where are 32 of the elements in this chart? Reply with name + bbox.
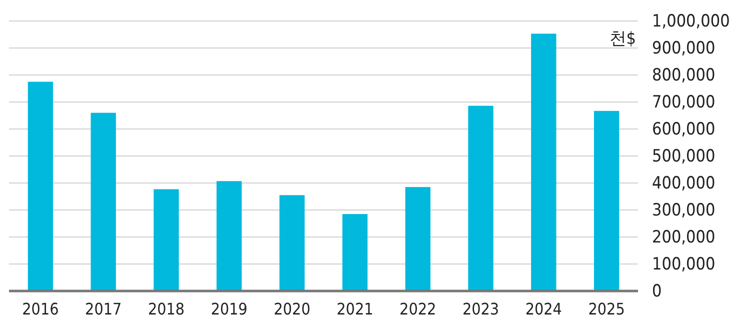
y-tick-label: 800,000 <box>652 65 716 86</box>
y-tick-label: 500,000 <box>652 146 716 166</box>
x-tick-label: 2019 <box>210 299 248 318</box>
x-tick-label: 2025 <box>588 299 625 318</box>
bar <box>279 195 305 291</box>
y-tick-label: 200,000 <box>652 227 716 248</box>
bar <box>154 189 179 291</box>
bar <box>594 110 620 291</box>
y-tick-label: 400,000 <box>652 173 716 194</box>
bar <box>468 106 494 291</box>
y-tick-label: 1,000,000 <box>652 11 730 32</box>
y-tick-label: 100,000 <box>652 254 716 274</box>
x-tick-label: 2024 <box>525 299 562 318</box>
x-tick-label: 2022 <box>400 299 436 318</box>
x-tick-label: 2023 <box>462 299 500 318</box>
y-tick-label: 0 <box>652 281 662 302</box>
x-tick-label: 2018 <box>148 299 185 318</box>
x-tick-label: 2020 <box>274 299 310 318</box>
x-tick-label: 2017 <box>85 299 122 318</box>
bar <box>531 34 556 291</box>
bar <box>28 82 54 291</box>
y-axis-title: 천$ <box>609 29 636 49</box>
y-tick-label: 700,000 <box>652 92 716 112</box>
bar <box>90 112 116 291</box>
bar <box>405 187 430 291</box>
bar <box>216 181 242 291</box>
bar <box>342 214 368 291</box>
y-tick-label: 300,000 <box>652 200 716 220</box>
y-tick-label: 900,000 <box>652 38 716 58</box>
x-tick-label: 2016 <box>22 299 59 318</box>
x-tick-label: 2021 <box>336 299 374 318</box>
y-tick-label: 600,000 <box>652 119 716 140</box>
